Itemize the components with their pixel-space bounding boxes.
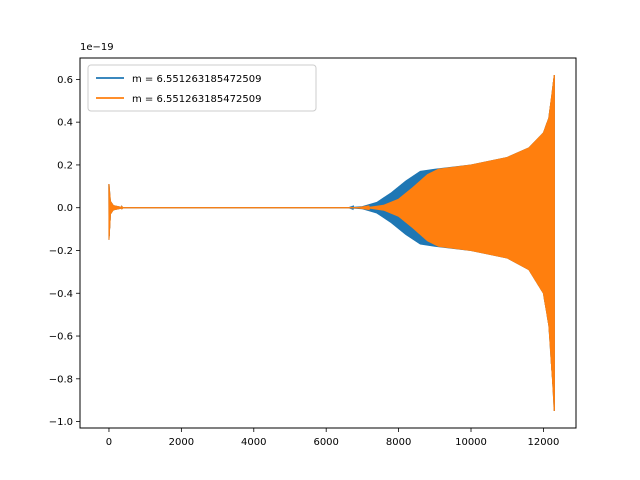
x-tick-label: 6000 xyxy=(313,437,338,448)
y-offset-label: 1e−19 xyxy=(80,42,114,53)
legend-box xyxy=(87,64,317,112)
y-tick-label: 0.6 xyxy=(57,75,73,86)
plot-area xyxy=(108,75,555,411)
y-tick-label: −0.6 xyxy=(49,332,73,343)
y-tick-label: 0.4 xyxy=(57,118,73,129)
x-tick-label: 2000 xyxy=(169,437,194,448)
x-tick-label: 8000 xyxy=(386,437,411,448)
y-tick-label: 0.2 xyxy=(57,160,73,171)
x-tick-label: 4000 xyxy=(241,437,266,448)
x-axis: 0 2000 4000 6000 8000 10000 12000 xyxy=(106,428,560,448)
y-tick-label: −1.0 xyxy=(49,417,73,428)
legend-entry: m = 6.551263185472509 xyxy=(132,94,261,105)
y-tick-label: −0.2 xyxy=(49,246,73,257)
axes-frame xyxy=(79,57,577,429)
y-tick-label: 0.0 xyxy=(57,203,73,214)
series-2-line xyxy=(108,75,555,411)
x-tick-label: 12000 xyxy=(528,437,560,448)
y-axis: −1.0 −0.8 −0.6 −0.4 −0.2 0.0 0.2 0.4 0.6 xyxy=(49,75,80,428)
x-tick-label: 10000 xyxy=(455,437,487,448)
x-tick-label: 0 xyxy=(106,437,112,448)
legend-entry: m = 6.551263185472509 xyxy=(132,74,261,85)
y-tick-label: −0.8 xyxy=(49,374,73,385)
y-tick-label: −0.4 xyxy=(49,289,73,300)
legend: m = 6.551263185472509 m = 6.5512631854725… xyxy=(87,64,317,112)
